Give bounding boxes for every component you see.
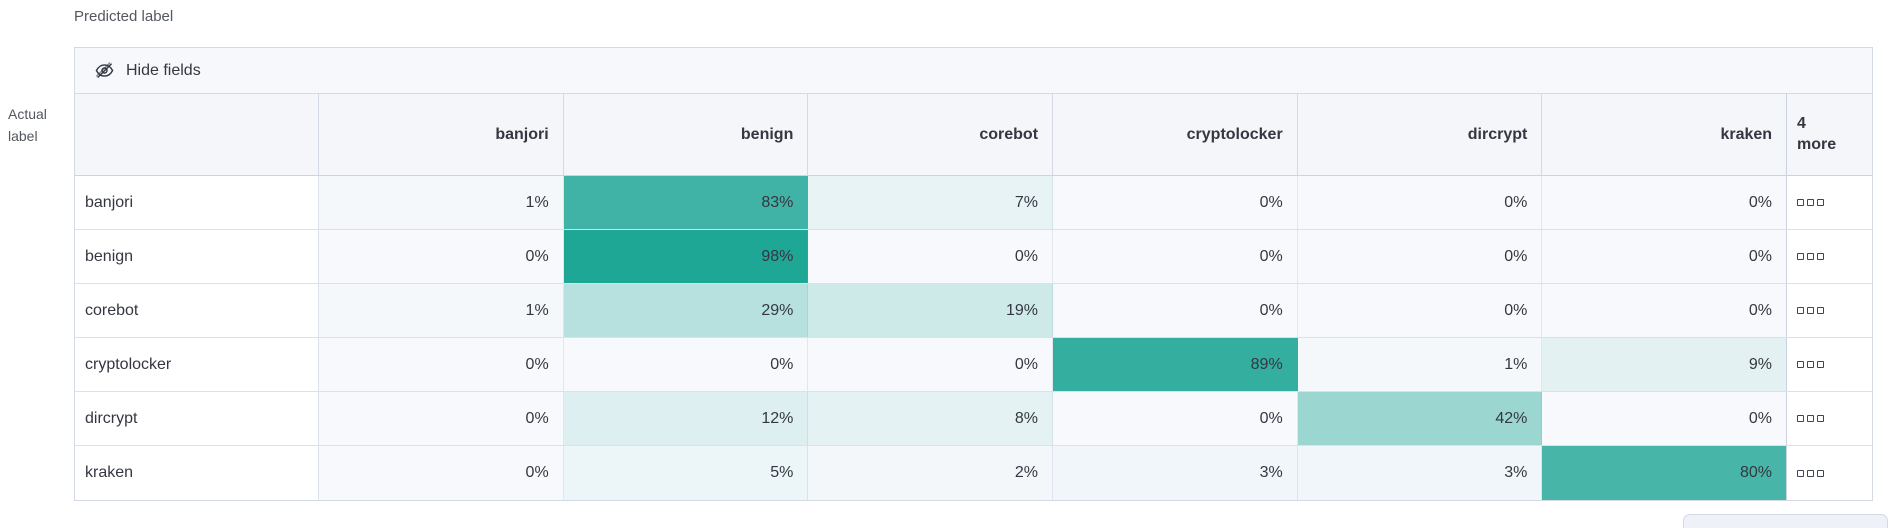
- predicted-label-axis-title: Predicted label: [74, 8, 174, 25]
- row-label-banjori[interactable]: banjori: [75, 176, 319, 229]
- cell-banjori-cryptolocker[interactable]: 0%: [1053, 176, 1298, 229]
- more-cell-corebot[interactable]: [1786, 284, 1873, 337]
- hide-fields-label: Hide fields: [126, 61, 201, 79]
- cell-corebot-kraken[interactable]: 0%: [1542, 284, 1788, 337]
- boxes-horizontal-icon: [1797, 253, 1825, 260]
- cell-cryptolocker-cryptolocker[interactable]: 89%: [1053, 338, 1298, 391]
- cell-banjori-benign[interactable]: 83%: [563, 176, 809, 229]
- row-label-kraken[interactable]: kraken: [75, 446, 319, 500]
- cell-benign-corebot[interactable]: 0%: [808, 230, 1054, 283]
- cell-kraken-kraken[interactable]: 80%: [1542, 446, 1788, 500]
- row-label-benign[interactable]: benign: [75, 230, 319, 283]
- more-cell-dircrypt[interactable]: [1786, 392, 1873, 445]
- column-header-cryptolocker[interactable]: cryptolocker: [1053, 94, 1298, 175]
- cell-benign-cryptolocker[interactable]: 0%: [1053, 230, 1298, 283]
- more-cell-benign[interactable]: [1786, 230, 1873, 283]
- cell-dircrypt-corebot[interactable]: 8%: [808, 392, 1054, 445]
- grid-body: banjori 1% 83% 7% 0% 0% 0% benign 0% 98% 0% 0% 0% 0% c…: [75, 176, 1873, 500]
- cell-corebot-banjori[interactable]: 1%: [319, 284, 564, 337]
- cell-dircrypt-banjori[interactable]: 0%: [319, 392, 564, 445]
- cell-banjori-dircrypt[interactable]: 0%: [1297, 176, 1543, 229]
- cell-corebot-cryptolocker[interactable]: 0%: [1053, 284, 1298, 337]
- column-header-corebot[interactable]: corebot: [808, 94, 1054, 175]
- cell-dircrypt-kraken[interactable]: 0%: [1542, 392, 1788, 445]
- cell-dircrypt-cryptolocker[interactable]: 0%: [1053, 392, 1298, 445]
- cell-kraken-banjori[interactable]: 0%: [319, 446, 564, 500]
- hide-fields-button[interactable]: Hide fields: [75, 48, 1872, 94]
- cell-corebot-dircrypt[interactable]: 0%: [1297, 284, 1543, 337]
- confusion-matrix-panel: Hide fields banjori benign corebot cryptolo…: [74, 47, 1873, 501]
- column-header-more[interactable]: 4 more: [1786, 94, 1873, 175]
- cell-cryptolocker-kraken[interactable]: 9%: [1542, 338, 1788, 391]
- row-label-dircrypt[interactable]: dircrypt: [75, 392, 319, 445]
- header-corner-cell: [75, 94, 319, 175]
- cell-benign-kraken[interactable]: 0%: [1542, 230, 1788, 283]
- cell-benign-banjori[interactable]: 0%: [319, 230, 564, 283]
- table-row-banjori: banjori 1% 83% 7% 0% 0% 0%: [75, 176, 1873, 230]
- column-header-dircrypt[interactable]: dircrypt: [1297, 94, 1543, 175]
- cell-kraken-corebot[interactable]: 2%: [808, 446, 1054, 500]
- boxes-horizontal-icon: [1797, 415, 1825, 422]
- actual-label-axis-title: Actual label: [8, 106, 47, 144]
- eye-slash-icon: [95, 61, 114, 80]
- cell-benign-benign[interactable]: 98%: [563, 230, 809, 283]
- cell-kraken-dircrypt[interactable]: 3%: [1297, 446, 1543, 500]
- cell-banjori-kraken[interactable]: 0%: [1542, 176, 1788, 229]
- bottom-scrollbar-partial[interactable]: [1683, 514, 1888, 528]
- row-label-cryptolocker[interactable]: cryptolocker: [75, 338, 319, 391]
- cell-cryptolocker-benign[interactable]: 0%: [563, 338, 809, 391]
- table-row-dircrypt: dircrypt 0% 12% 8% 0% 42% 0%: [75, 392, 1873, 446]
- table-row-kraken: kraken 0% 5% 2% 3% 3% 80%: [75, 446, 1873, 500]
- cell-benign-dircrypt[interactable]: 0%: [1297, 230, 1543, 283]
- cell-dircrypt-benign[interactable]: 12%: [563, 392, 809, 445]
- cell-cryptolocker-dircrypt[interactable]: 1%: [1297, 338, 1543, 391]
- column-header-banjori[interactable]: banjori: [319, 94, 564, 175]
- more-cell-kraken[interactable]: [1786, 446, 1873, 500]
- table-row-cryptolocker: cryptolocker 0% 0% 0% 89% 1% 9%: [75, 338, 1873, 392]
- table-row-benign: benign 0% 98% 0% 0% 0% 0%: [75, 230, 1873, 284]
- boxes-horizontal-icon: [1797, 199, 1825, 206]
- cell-cryptolocker-banjori[interactable]: 0%: [319, 338, 564, 391]
- column-header-kraken[interactable]: kraken: [1542, 94, 1788, 175]
- boxes-horizontal-icon: [1797, 307, 1825, 314]
- row-label-corebot[interactable]: corebot: [75, 284, 319, 337]
- cell-dircrypt-dircrypt[interactable]: 42%: [1297, 392, 1543, 445]
- table-row-corebot: corebot 1% 29% 19% 0% 0% 0%: [75, 284, 1873, 338]
- cell-corebot-corebot[interactable]: 19%: [808, 284, 1054, 337]
- header-row: banjori benign corebot cryptolocker dircrypt…: [75, 94, 1873, 176]
- boxes-horizontal-icon: [1797, 469, 1825, 477]
- cell-corebot-benign[interactable]: 29%: [563, 284, 809, 337]
- cell-cryptolocker-corebot[interactable]: 0%: [808, 338, 1054, 391]
- column-header-benign[interactable]: benign: [563, 94, 809, 175]
- more-columns-label: 4 more: [1797, 114, 1837, 153]
- cell-banjori-banjori[interactable]: 1%: [319, 176, 564, 229]
- cell-kraken-benign[interactable]: 5%: [563, 446, 809, 500]
- cell-banjori-corebot[interactable]: 7%: [808, 176, 1054, 229]
- boxes-horizontal-icon: [1797, 361, 1825, 368]
- more-cell-banjori[interactable]: [1786, 176, 1873, 229]
- more-cell-cryptolocker[interactable]: [1786, 338, 1873, 391]
- cell-kraken-cryptolocker[interactable]: 3%: [1053, 446, 1298, 500]
